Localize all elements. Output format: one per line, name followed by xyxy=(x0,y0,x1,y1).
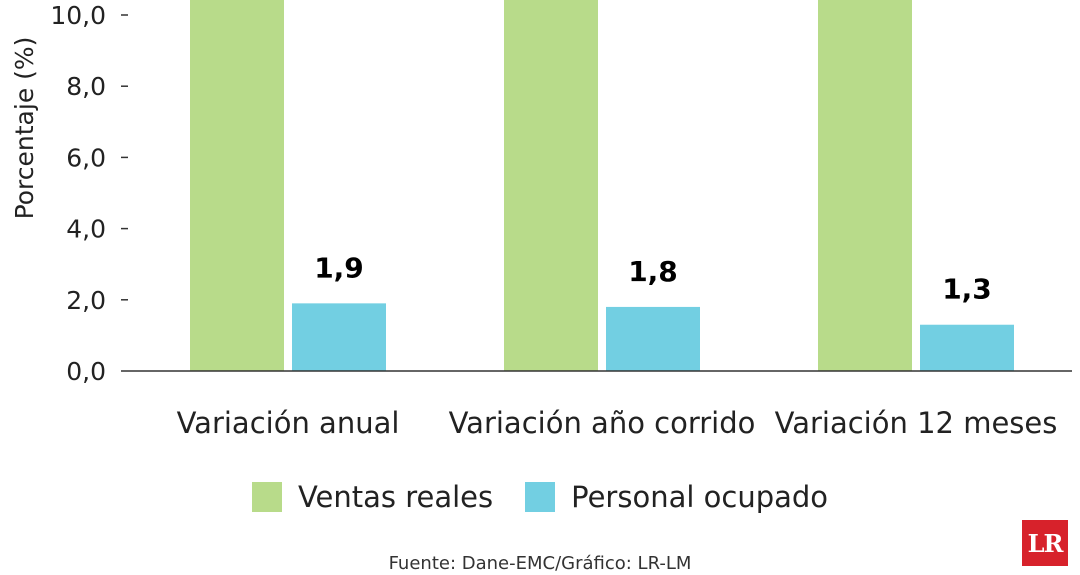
category-label: Variación año corrido xyxy=(449,406,756,440)
data-label: 1,9 xyxy=(314,251,364,284)
y-tick-label: 0,0 xyxy=(66,357,106,386)
category-label: Variación 12 meses xyxy=(775,406,1058,440)
y-tick-label: 4,0 xyxy=(66,215,106,244)
legend-swatch-ventas-reales xyxy=(251,482,282,512)
bar-ventas-reales xyxy=(818,0,912,371)
lr-logo: LR xyxy=(1022,520,1068,566)
y-tick-label: 8,0 xyxy=(66,72,106,101)
bar-ventas-reales xyxy=(190,0,284,371)
legend-item-personal-ocupado: Personal ocupado xyxy=(525,480,828,514)
source-note: Fuente: Dane-EMC/Gráfico: LR-LM xyxy=(388,553,692,574)
y-axis-title: Porcentaje (%) xyxy=(10,37,39,220)
category-label: Variación anual xyxy=(177,406,400,440)
y-tick-label: 10,0 xyxy=(50,1,106,30)
legend-label-personal-ocupado: Personal ocupado xyxy=(571,480,829,514)
data-label: 1,8 xyxy=(628,255,678,288)
legend-label-ventas-reales: Ventas reales xyxy=(297,480,494,514)
bar-personal-ocupado xyxy=(606,306,700,371)
legend-item-ventas-reales: Ventas reales xyxy=(251,480,494,514)
y-tick-label: 6,0 xyxy=(66,143,106,172)
bar-chart: Porcentaje (%) 0,0 2,0 4,0 6,0 8,0 10,0 1,9 Vari… xyxy=(10,0,1072,440)
legend-swatch-personal-ocupado xyxy=(525,482,556,512)
data-label: 1,3 xyxy=(942,273,992,306)
bar-ventas-reales xyxy=(504,0,598,371)
bar-personal-ocupado xyxy=(292,303,386,371)
y-tick-label: 2,0 xyxy=(66,286,106,315)
legend: Ventas reales Personal ocupado xyxy=(0,480,1080,514)
bar-personal-ocupado xyxy=(920,324,1014,371)
